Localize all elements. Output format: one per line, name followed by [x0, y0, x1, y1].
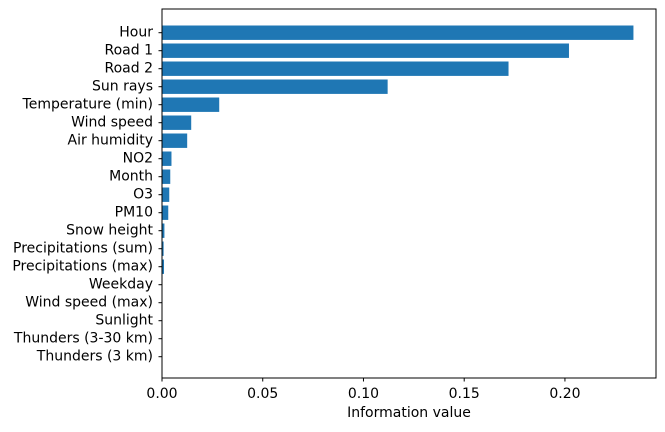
- y-tick-label: Road 2: [105, 61, 154, 77]
- y-tick-label: Hour: [119, 25, 153, 41]
- y-tick-label: O3: [133, 187, 153, 203]
- x-tick-label: 0.10: [348, 386, 379, 402]
- bar: [162, 61, 509, 76]
- bar: [162, 115, 192, 130]
- y-tick-label: Sunlight: [95, 313, 153, 329]
- y-tick-label: Sun rays: [92, 79, 153, 95]
- bar: [162, 133, 188, 148]
- bar: [162, 79, 388, 94]
- bar: [162, 205, 169, 220]
- bar: [162, 43, 569, 58]
- bar: [162, 223, 165, 238]
- y-tick-label: Air humidity: [68, 133, 154, 149]
- y-tick-label: Temperature (min): [22, 97, 153, 113]
- y-tick-label: Road 1: [105, 43, 154, 59]
- y-tick-label: Snow height: [66, 223, 153, 239]
- bar: [162, 259, 165, 274]
- bar: [162, 187, 170, 202]
- y-tick-label: Thunders (3 km): [36, 349, 153, 365]
- x-tick-label: 0.00: [146, 386, 177, 402]
- x-axis-label: Information value: [347, 405, 471, 421]
- x-tick-label: 0.05: [247, 386, 278, 402]
- bar: [162, 25, 634, 40]
- y-tick-label: Wind speed: [71, 115, 153, 131]
- bar: [162, 169, 171, 184]
- plot-area: Hour Road 1 Road 2 Sun rays Temperature (min…: [12, 25, 634, 402]
- axis-frame: [161, 8, 657, 379]
- y-tick-label: Thunders (3-30 km): [13, 331, 153, 347]
- y-tick-label: Precipitations (max): [12, 259, 153, 275]
- bar: [162, 151, 172, 166]
- y-tick-label: Wind speed (max): [25, 295, 153, 311]
- y-tick-label: Month: [109, 169, 153, 185]
- y-tick-label: NO2: [123, 151, 153, 167]
- bar: [162, 97, 220, 112]
- y-tick-label: Precipitations (sum): [13, 241, 153, 257]
- y-tick-label: PM10: [115, 205, 153, 221]
- bar: [162, 241, 164, 256]
- y-tick-label: Weekday: [89, 277, 153, 293]
- x-tick-label: 0.20: [549, 386, 580, 402]
- x-tick-label: 0.15: [449, 386, 480, 402]
